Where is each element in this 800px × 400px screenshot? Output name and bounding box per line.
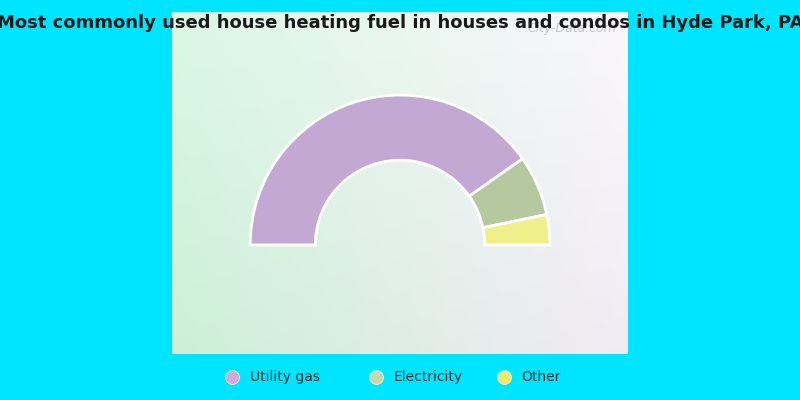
Wedge shape — [483, 214, 550, 245]
Wedge shape — [250, 95, 522, 245]
Text: City-Data.com: City-Data.com — [528, 22, 617, 35]
Text: Electricity: Electricity — [394, 370, 462, 384]
Text: Utility gas: Utility gas — [250, 370, 320, 384]
Wedge shape — [470, 159, 546, 228]
Text: Other: Other — [522, 370, 561, 384]
Text: Most commonly used house heating fuel in houses and condos in Hyde Park, PA: Most commonly used house heating fuel in… — [0, 14, 800, 32]
